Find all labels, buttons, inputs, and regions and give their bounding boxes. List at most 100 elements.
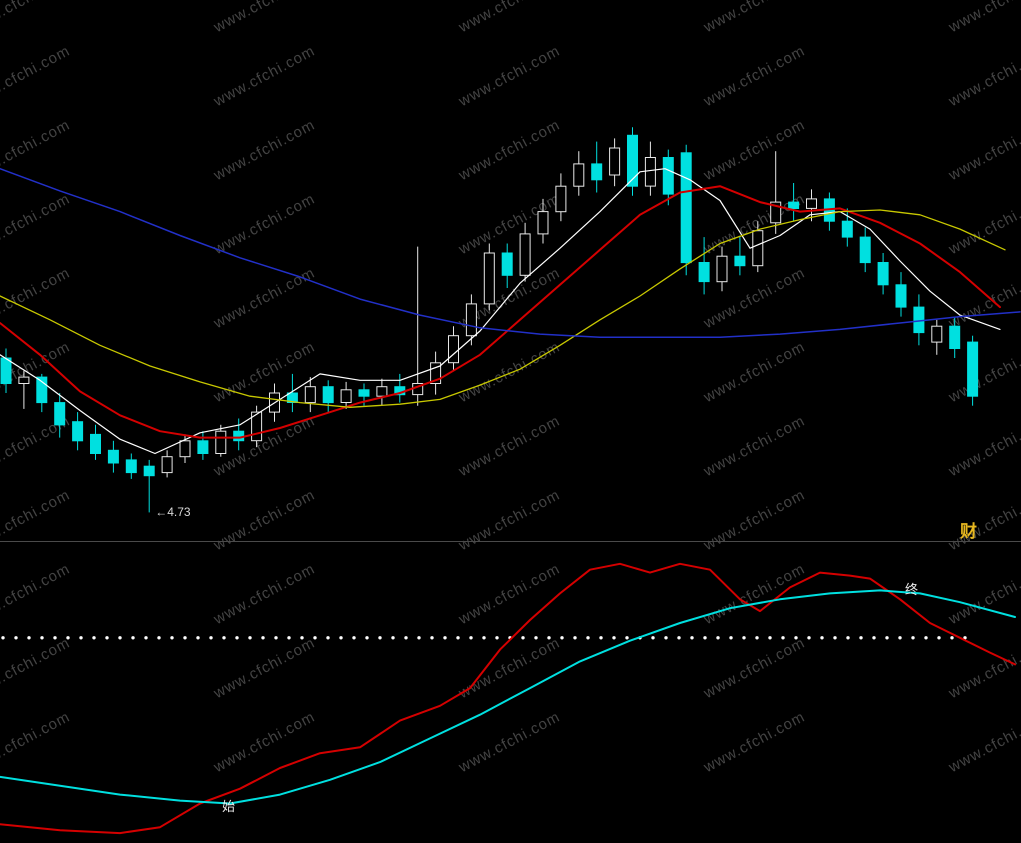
- reference-dot: [118, 636, 122, 640]
- candle-down: [913, 306, 925, 334]
- reference-dot: [547, 636, 551, 640]
- indicator-red: [0, 562, 1016, 835]
- indicator-marker-end: 终: [905, 582, 919, 597]
- candle-down: [0, 357, 12, 384]
- candle-down: [36, 376, 48, 404]
- reference-dot: [261, 636, 265, 640]
- reference-dot: [885, 636, 889, 640]
- candle-up: [483, 252, 495, 305]
- reference-dot: [79, 636, 83, 640]
- reference-dot: [469, 636, 473, 640]
- reference-dot: [781, 636, 785, 640]
- reference-dot: [1, 636, 5, 640]
- candle-down: [895, 284, 907, 308]
- reference-dot: [391, 636, 395, 640]
- candle-down: [967, 341, 979, 397]
- reference-dot: [495, 636, 499, 640]
- reference-dot: [66, 636, 70, 640]
- reference-dot: [937, 636, 941, 640]
- reference-dot: [196, 636, 200, 640]
- reference-dot: [456, 636, 460, 640]
- candle-up: [18, 376, 30, 385]
- candle-down: [233, 430, 245, 442]
- reference-dot: [560, 636, 564, 640]
- candle-down: [788, 201, 800, 210]
- reference-dot: [963, 636, 967, 640]
- candle-down: [54, 402, 66, 426]
- lower-indicator-panel[interactable]: [0, 545, 1021, 843]
- candle-up: [555, 185, 567, 213]
- reference-dot: [14, 636, 18, 640]
- reference-dot: [625, 636, 629, 640]
- reference-dot: [664, 636, 668, 640]
- candle-up: [644, 157, 656, 187]
- candle-down: [72, 421, 84, 442]
- reference-dot: [430, 636, 434, 640]
- reference-dot: [729, 636, 733, 640]
- reference-dot: [144, 636, 148, 640]
- reference-dot: [833, 636, 837, 640]
- candle-up: [931, 325, 943, 343]
- reference-dot: [222, 636, 226, 640]
- reference-dot: [352, 636, 356, 640]
- candle-down: [877, 262, 889, 286]
- candle-up: [179, 440, 191, 458]
- reference-dot: [170, 636, 174, 640]
- reference-dot: [365, 636, 369, 640]
- reference-dot: [326, 636, 330, 640]
- corner-logo-text: 财: [960, 522, 977, 541]
- reference-dot: [235, 636, 239, 640]
- panel-divider: [0, 541, 1021, 542]
- ma-yellow: [0, 209, 1006, 408]
- candle-down: [949, 325, 961, 350]
- low-price-annotation: ←4.73: [155, 505, 191, 519]
- reference-dot: [131, 636, 135, 640]
- reference-dot: [898, 636, 902, 640]
- candle-up: [430, 362, 442, 384]
- candle-down: [662, 157, 674, 195]
- ma-blue: [0, 167, 1021, 339]
- candle-down: [322, 386, 334, 404]
- candle-down: [591, 163, 603, 181]
- candle-down: [501, 252, 513, 276]
- candle-down: [286, 392, 298, 403]
- reference-dot: [92, 636, 96, 640]
- candle-up: [304, 386, 316, 404]
- reference-dot: [859, 636, 863, 640]
- candle-up: [716, 255, 728, 283]
- reference-dot: [417, 636, 421, 640]
- ma-white: [0, 168, 1001, 455]
- candle-up: [340, 389, 352, 403]
- reference-dot: [40, 636, 44, 640]
- candlestick-price-panel[interactable]: [0, 0, 1021, 541]
- reference-dot: [27, 636, 31, 640]
- reference-dot: [248, 636, 252, 640]
- indicator-marker-start: 始: [222, 799, 236, 814]
- reference-dot: [612, 636, 616, 640]
- reference-dot: [183, 636, 187, 640]
- candle-up: [161, 456, 173, 474]
- reference-dot: [378, 636, 382, 640]
- reference-dot: [209, 636, 213, 640]
- reference-dot: [755, 636, 759, 640]
- reference-dot: [521, 636, 525, 640]
- reference-dot: [573, 636, 577, 640]
- reference-dot: [911, 636, 915, 640]
- candle-up: [215, 430, 227, 455]
- reference-dot: [274, 636, 278, 640]
- reference-dot: [794, 636, 798, 640]
- reference-dot: [872, 636, 876, 640]
- reference-dot: [742, 636, 746, 640]
- reference-dot: [300, 636, 304, 640]
- reference-dot: [599, 636, 603, 640]
- reference-dot: [404, 636, 408, 640]
- candle-down: [125, 459, 137, 474]
- reference-dot: [807, 636, 811, 640]
- reference-dot: [846, 636, 850, 640]
- reference-dot: [716, 636, 720, 640]
- candle-down: [680, 152, 692, 264]
- candle-down: [107, 449, 119, 464]
- ma-red: [0, 185, 1001, 439]
- candle-down: [197, 440, 209, 454]
